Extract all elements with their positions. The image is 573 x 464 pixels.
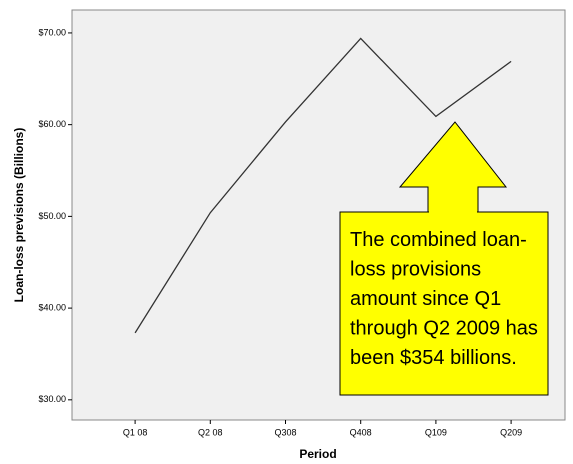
annotation-line: loss provisions	[350, 259, 481, 281]
x-axis-title: Period	[299, 447, 336, 461]
annotation-line: through Q2 2009 has	[350, 318, 538, 340]
y-tick-label: $50.00	[38, 211, 66, 221]
annotation-box	[339, 211, 549, 396]
x-tick-label: Q2 08	[198, 427, 223, 437]
annotation-line: The combined loan-	[350, 229, 527, 251]
data-line	[134, 37, 512, 334]
marks: $30.00 $40.00 $50.00 $60.00 $70.00 Q1 08 Q2 08…	[38, 27, 522, 437]
y-tick-label: $60.00	[38, 119, 66, 129]
x-tick-label: Q308	[274, 427, 296, 437]
y-axis-title: Loan-loss previsions (Billions)	[12, 128, 26, 303]
y-tick-label: $30.00	[38, 394, 66, 404]
x-tick-label: Q109	[425, 427, 447, 437]
y-tick-label: $70.00	[38, 27, 66, 37]
x-tick-label: Q1 08	[123, 427, 148, 437]
x-tick-label: Q408	[350, 427, 372, 437]
annotation: The combined loan-loss provisions amount …	[350, 229, 538, 369]
y-tick-label: $40.00	[38, 302, 66, 312]
x-tick-label: Q209	[500, 427, 522, 437]
annotation-line: been $354 billions.	[350, 347, 517, 369]
annotation-line: amount since Q1	[350, 288, 501, 310]
